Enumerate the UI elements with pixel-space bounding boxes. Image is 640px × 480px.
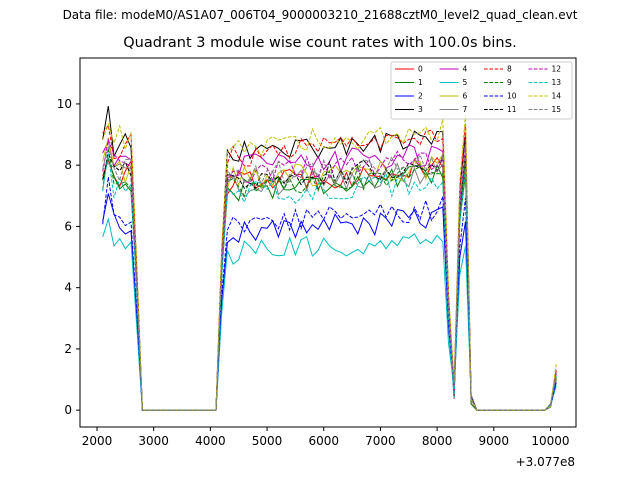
series-line-9 [102, 148, 557, 411]
axis-ticks: 2000 3000 4000 5000 6000 7000 8000 9000 10000 0 2 4… [57, 97, 570, 448]
legend-label-3: 3 [418, 105, 423, 114]
y-tick-label: 2 [64, 342, 72, 356]
x-tick-label: 6000 [308, 434, 339, 448]
series-line-11 [102, 151, 557, 411]
y-tick-label: 6 [64, 219, 72, 233]
legend-label-6: 6 [463, 92, 468, 101]
series-line-8 [102, 123, 557, 411]
legend-label-15: 15 [552, 105, 562, 114]
legend-label-4: 4 [463, 65, 468, 74]
series-line-14 [102, 114, 557, 411]
chart-title: Quadrant 3 module wise count rates with … [123, 35, 517, 51]
y-tick-label: 8 [64, 158, 72, 172]
series-line-4 [102, 139, 557, 411]
x-tick-label: 5000 [252, 434, 283, 448]
legend-label-5: 5 [463, 78, 468, 87]
legend-label-14: 14 [552, 92, 562, 101]
series-lines [102, 106, 557, 411]
data-file-caption: Data file: modeM0/AS1A07_006T04_90000032… [62, 8, 578, 22]
x-tick-label: 8000 [422, 434, 453, 448]
x-offset-label: +3.077e8 [516, 455, 575, 469]
legend-label-8: 8 [507, 65, 512, 74]
y-tick-label: 10 [57, 97, 72, 111]
series-line-2 [102, 193, 557, 411]
series-line-15 [102, 145, 557, 411]
legend-label-11: 11 [507, 105, 517, 114]
legend-label-2: 2 [418, 92, 423, 101]
series-line-12 [102, 138, 557, 411]
series-line-10 [102, 176, 557, 411]
series-line-3 [102, 106, 557, 411]
series-line-6 [102, 137, 557, 411]
legend-box [390, 61, 573, 120]
series-line-0 [102, 156, 557, 411]
x-tick-label: 7000 [365, 434, 396, 448]
legend-label-1: 1 [418, 78, 423, 87]
legend-label-12: 12 [552, 65, 562, 74]
legend-label-13: 13 [552, 78, 562, 87]
series-line-7 [102, 156, 557, 411]
x-tick-label: 4000 [195, 434, 226, 448]
series-line-5 [102, 217, 557, 411]
series-line-13 [102, 153, 557, 411]
legend-label-0: 0 [418, 65, 423, 74]
x-tick-label: 2000 [82, 434, 113, 448]
x-tick-label: 9000 [479, 434, 510, 448]
legend-label-7: 7 [463, 105, 468, 114]
x-tick-label: 3000 [138, 434, 169, 448]
legend-label-10: 10 [507, 92, 517, 101]
series-line-1 [102, 156, 557, 411]
legend-label-9: 9 [507, 78, 512, 87]
x-tick-label: 10000 [531, 434, 569, 448]
y-tick-label: 4 [64, 281, 72, 295]
y-tick-label: 0 [64, 403, 72, 417]
plot-frame [79, 57, 577, 428]
